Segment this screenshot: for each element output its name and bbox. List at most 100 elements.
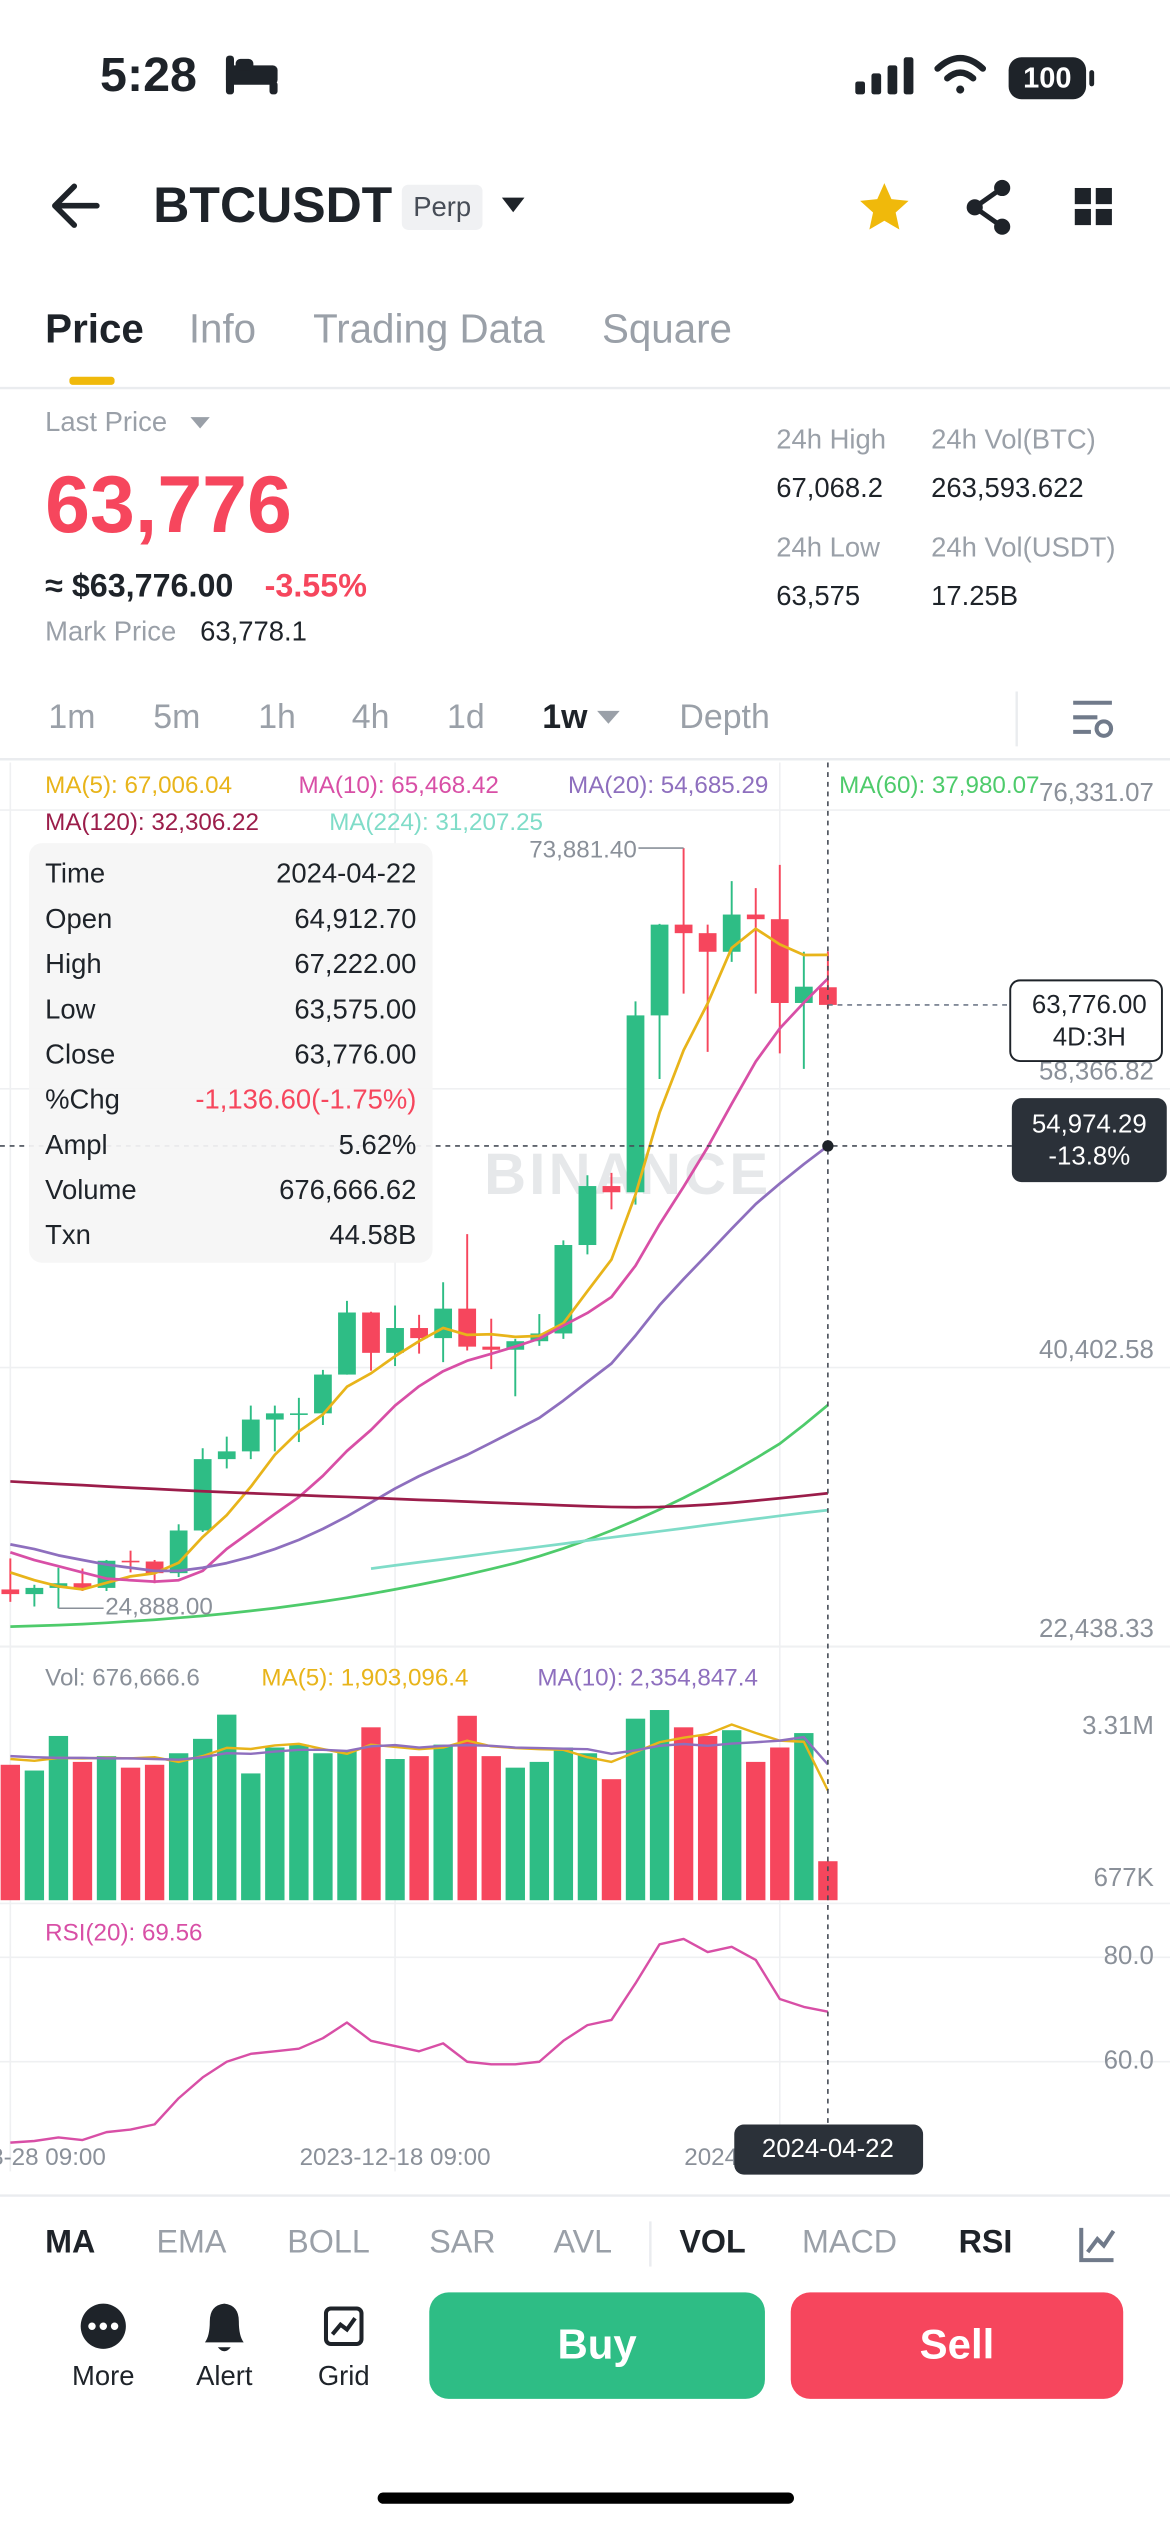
buy-button[interactable] <box>429 2292 765 2399</box>
indicator[interactable]: VOL <box>679 2223 745 2259</box>
crosshair-tag <box>1011 1098 1167 1183</box>
last-price-tag <box>1009 979 1163 1063</box>
mark-price-label: Mark Price <box>45 616 176 647</box>
candle-body <box>73 1583 92 1588</box>
stat-value: 63,575 <box>776 580 860 611</box>
indicator[interactable]: MACD <box>802 2223 897 2259</box>
candle-body <box>25 1587 44 1595</box>
battery-nub <box>1089 70 1095 87</box>
volume-bar <box>385 1759 405 1901</box>
stat-label: 24h Low <box>776 532 880 563</box>
info-value: 2024-04-22 <box>276 858 416 889</box>
favorite-star[interactable] <box>860 183 909 230</box>
volume-bar <box>794 1733 814 1901</box>
nav-label[interactable]: Grid <box>318 2360 370 2391</box>
candle-body <box>169 1530 188 1574</box>
indicator[interactable]: MA <box>45 2223 95 2259</box>
candle-body <box>410 1328 428 1339</box>
stat-label: 24h Vol(BTC) <box>931 424 1096 455</box>
volume-bar <box>265 1747 285 1901</box>
volume-bar <box>217 1714 237 1901</box>
buy-label[interactable]: Buy <box>557 2320 637 2367</box>
series-line <box>10 1480 829 1509</box>
last-price: 63,776 <box>45 460 292 550</box>
symbol-title[interactable]: BTCUSDT <box>153 177 392 233</box>
grid-icon[interactable] <box>323 2306 364 2347</box>
alert-icon[interactable] <box>204 2303 244 2352</box>
share-button[interactable] <box>966 179 1011 235</box>
volume-bar <box>481 1756 501 1901</box>
candle-body <box>698 933 717 952</box>
volume-bar <box>505 1767 525 1901</box>
wifi-icon <box>934 54 987 94</box>
layout-button[interactable] <box>1074 187 1112 226</box>
volume-bar <box>577 1753 598 1901</box>
interval[interactable]: 1h <box>258 698 296 736</box>
indicator[interactable]: EMA <box>157 2223 227 2259</box>
sell-label[interactable]: Sell <box>920 2320 995 2367</box>
nav-label[interactable]: More <box>72 2360 134 2391</box>
legend-entry: RSI(20): 69.56 <box>45 1920 202 1947</box>
badge: Perp <box>413 191 471 222</box>
volume-bar <box>770 1747 790 1901</box>
battery <box>1008 57 1087 100</box>
legend-entry: MA(5): 67,006.04 <box>45 772 232 799</box>
series-line <box>9 977 829 1584</box>
candle-body <box>145 1561 164 1574</box>
indicator[interactable]: RSI <box>959 2223 1013 2259</box>
candle-body <box>578 1186 597 1246</box>
indicator[interactable]: AVL <box>554 2223 613 2259</box>
sleep-icon <box>225 55 278 95</box>
candle-body <box>241 1419 260 1452</box>
interval[interactable]: 4h <box>352 698 390 736</box>
volume-bar <box>625 1718 646 1901</box>
info-label: %Chg <box>45 1084 120 1115</box>
volume-bar <box>457 1715 477 1901</box>
legend-entry: MA(10): 65,468.42 <box>299 772 499 799</box>
battery-level: 100 <box>1023 63 1071 95</box>
interval[interactable]: 1d <box>447 698 485 736</box>
legend-entry: MA(224): 31,207.25 <box>329 809 543 836</box>
info-value: 63,575.00 <box>294 993 416 1024</box>
chart-settings[interactable] <box>1073 700 1114 738</box>
tab[interactable]: Trading Data <box>313 305 545 351</box>
y-tick-label: 22,438.33 <box>1039 1615 1154 1643</box>
back-button[interactable] <box>52 183 100 228</box>
candle-body <box>289 1413 308 1415</box>
y-tick-label: 40,402.58 <box>1039 1336 1154 1364</box>
indicator[interactable]: SAR <box>429 2223 495 2259</box>
signal-icon <box>855 57 914 95</box>
volume-bar <box>193 1738 213 1901</box>
tab[interactable]: Price <box>45 305 144 351</box>
interval-active[interactable]: 1w <box>542 698 588 736</box>
stat-label: 24h Vol(USDT) <box>931 532 1115 563</box>
interval-dropdown[interactable] <box>597 710 620 724</box>
stat-value: 17.25B <box>931 580 1018 611</box>
volume-bar <box>361 1727 381 1901</box>
status-time: 5:28 <box>100 48 197 102</box>
indicator[interactable]: BOLL <box>287 2223 370 2259</box>
badge-bg <box>401 184 483 230</box>
indicator-settings[interactable] <box>1079 2227 1116 2263</box>
interval[interactable]: 5m <box>153 698 200 736</box>
tab[interactable]: Square <box>602 305 732 351</box>
last-price-label[interactable]: Last Price <box>45 406 167 437</box>
high-label: 73,881.40 <box>529 837 637 864</box>
volume-bar <box>289 1744 309 1901</box>
x-tick-label: 2023-08-28 09:00 <box>0 2144 106 2171</box>
sell-button[interactable] <box>790 2292 1124 2399</box>
volume-bar <box>48 1735 69 1901</box>
candle-body <box>626 1015 645 1193</box>
last-price-dropdown[interactable] <box>190 417 210 429</box>
nav-label[interactable]: Alert <box>196 2360 253 2391</box>
symbol-dropdown[interactable] <box>501 197 525 213</box>
volume-bar <box>673 1727 694 1901</box>
tab[interactable]: Info <box>189 305 256 351</box>
interval[interactable]: Depth <box>679 698 769 736</box>
volume-bar <box>553 1747 574 1901</box>
volume-bar <box>649 1710 670 1901</box>
low-label: 24,888.00 <box>105 1594 213 1621</box>
interval[interactable]: 1m <box>48 698 95 736</box>
